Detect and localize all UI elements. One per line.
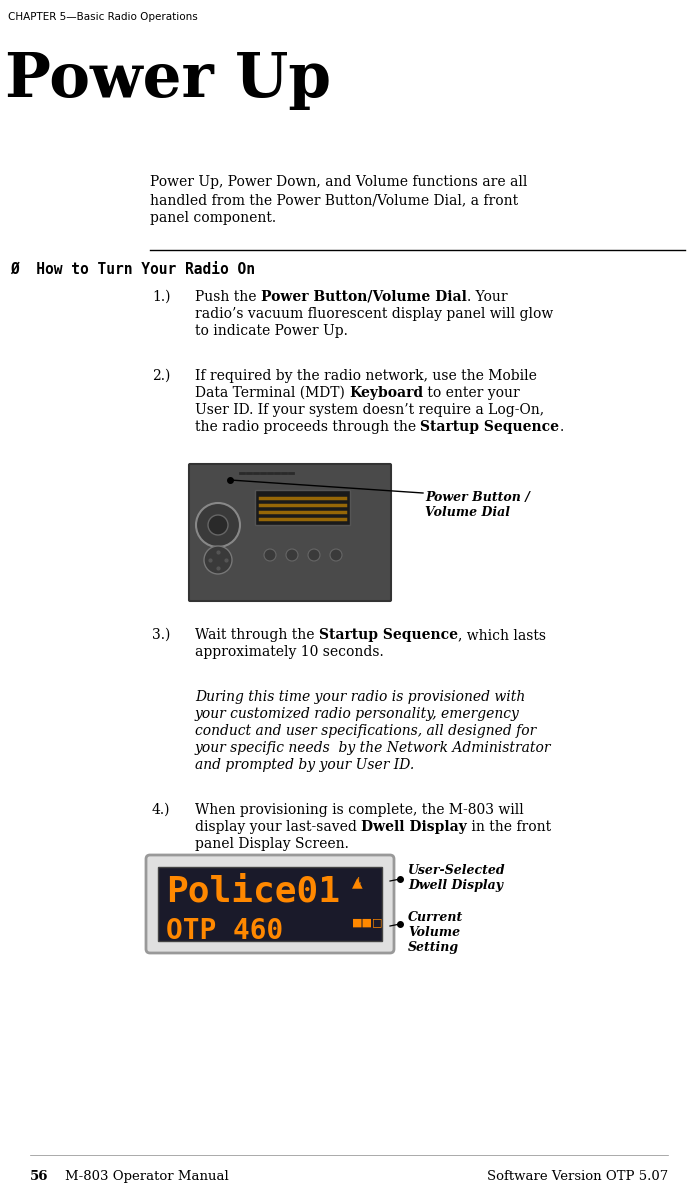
Text: in the front: in the front <box>467 820 551 834</box>
Text: Startup Sequence: Startup Sequence <box>319 628 458 642</box>
Text: to indicate Power Up.: to indicate Power Up. <box>195 324 348 338</box>
Text: Power Button/Volume Dial: Power Button/Volume Dial <box>261 289 467 304</box>
Text: Data Terminal (MDT): Data Terminal (MDT) <box>195 386 349 399</box>
Text: panel component.: panel component. <box>150 210 276 225</box>
Text: 2.): 2.) <box>152 370 170 383</box>
Text: Police01: Police01 <box>166 875 340 909</box>
Text: 4.): 4.) <box>152 803 170 817</box>
Text: to enter your: to enter your <box>424 386 520 399</box>
Text: During this time your radio is provisioned with: During this time your radio is provision… <box>195 690 526 704</box>
Text: ↓: ↓ <box>354 877 364 887</box>
Text: handled from the Power Button/Volume Dial, a front: handled from the Power Button/Volume Dia… <box>150 193 518 207</box>
Text: ■■□: ■■□ <box>352 917 383 927</box>
Text: your specific needs  by the Network Administrator: your specific needs by the Network Admin… <box>195 742 551 755</box>
Text: User ID. If your system doesn’t require a Log-On,: User ID. If your system doesn’t require … <box>195 403 544 417</box>
Text: Power Up: Power Up <box>5 50 331 110</box>
Text: display your last-saved: display your last-saved <box>195 820 362 834</box>
Text: Startup Sequence: Startup Sequence <box>420 420 560 434</box>
Text: Push the: Push the <box>195 289 261 304</box>
Text: approximately 10 seconds.: approximately 10 seconds. <box>195 645 384 659</box>
Circle shape <box>208 515 228 535</box>
Text: Wait through the: Wait through the <box>195 628 319 642</box>
Text: When provisioning is complete, the M-803 will: When provisioning is complete, the M-803… <box>195 803 524 817</box>
Text: OTP 460: OTP 460 <box>166 917 283 945</box>
Text: Power Up, Power Down, and Volume functions are all: Power Up, Power Down, and Volume functio… <box>150 175 528 189</box>
FancyBboxPatch shape <box>146 855 394 953</box>
Circle shape <box>264 549 276 561</box>
Text: Ø  How to Turn Your Radio On: Ø How to Turn Your Radio On <box>10 262 255 277</box>
Text: ▲: ▲ <box>352 875 363 889</box>
Text: 3.): 3.) <box>152 628 170 642</box>
Text: Dwell Display: Dwell Display <box>362 820 467 834</box>
Text: . Your: . Your <box>467 289 507 304</box>
Text: Keyboard: Keyboard <box>349 386 424 399</box>
Text: and prompted by your User ID.: and prompted by your User ID. <box>195 758 414 771</box>
Text: Software Version OTP 5.07: Software Version OTP 5.07 <box>487 1170 668 1183</box>
Text: 1.): 1.) <box>152 289 170 304</box>
Text: , which lasts: , which lasts <box>458 628 546 642</box>
Text: radio’s vacuum fluorescent display panel will glow: radio’s vacuum fluorescent display panel… <box>195 307 554 321</box>
Text: .: . <box>560 420 564 434</box>
Text: M-803 Operator Manual: M-803 Operator Manual <box>48 1170 229 1183</box>
Bar <box>255 490 350 525</box>
Text: Power Button /
Volume Dial: Power Button / Volume Dial <box>425 492 530 519</box>
Circle shape <box>330 549 342 561</box>
Text: your customized radio personality, emergency: your customized radio personality, emerg… <box>195 707 520 721</box>
Text: User-Selected
Dwell Display: User-Selected Dwell Display <box>408 864 505 892</box>
Text: the radio proceeds through the: the radio proceeds through the <box>195 420 420 434</box>
Text: CHAPTER 5—Basic Radio Operations: CHAPTER 5—Basic Radio Operations <box>8 12 198 22</box>
Circle shape <box>308 549 320 561</box>
FancyBboxPatch shape <box>189 464 391 602</box>
Circle shape <box>204 547 232 574</box>
Text: 56: 56 <box>30 1170 48 1183</box>
Bar <box>158 867 382 941</box>
Circle shape <box>286 549 298 561</box>
Text: conduct and user specifications, all designed for: conduct and user specifications, all des… <box>195 724 536 738</box>
Text: If required by the radio network, use the Mobile: If required by the radio network, use th… <box>195 370 537 383</box>
Text: panel Display Screen.: panel Display Screen. <box>195 837 349 852</box>
Circle shape <box>196 504 240 547</box>
Text: Current
Volume
Setting: Current Volume Setting <box>408 911 463 954</box>
